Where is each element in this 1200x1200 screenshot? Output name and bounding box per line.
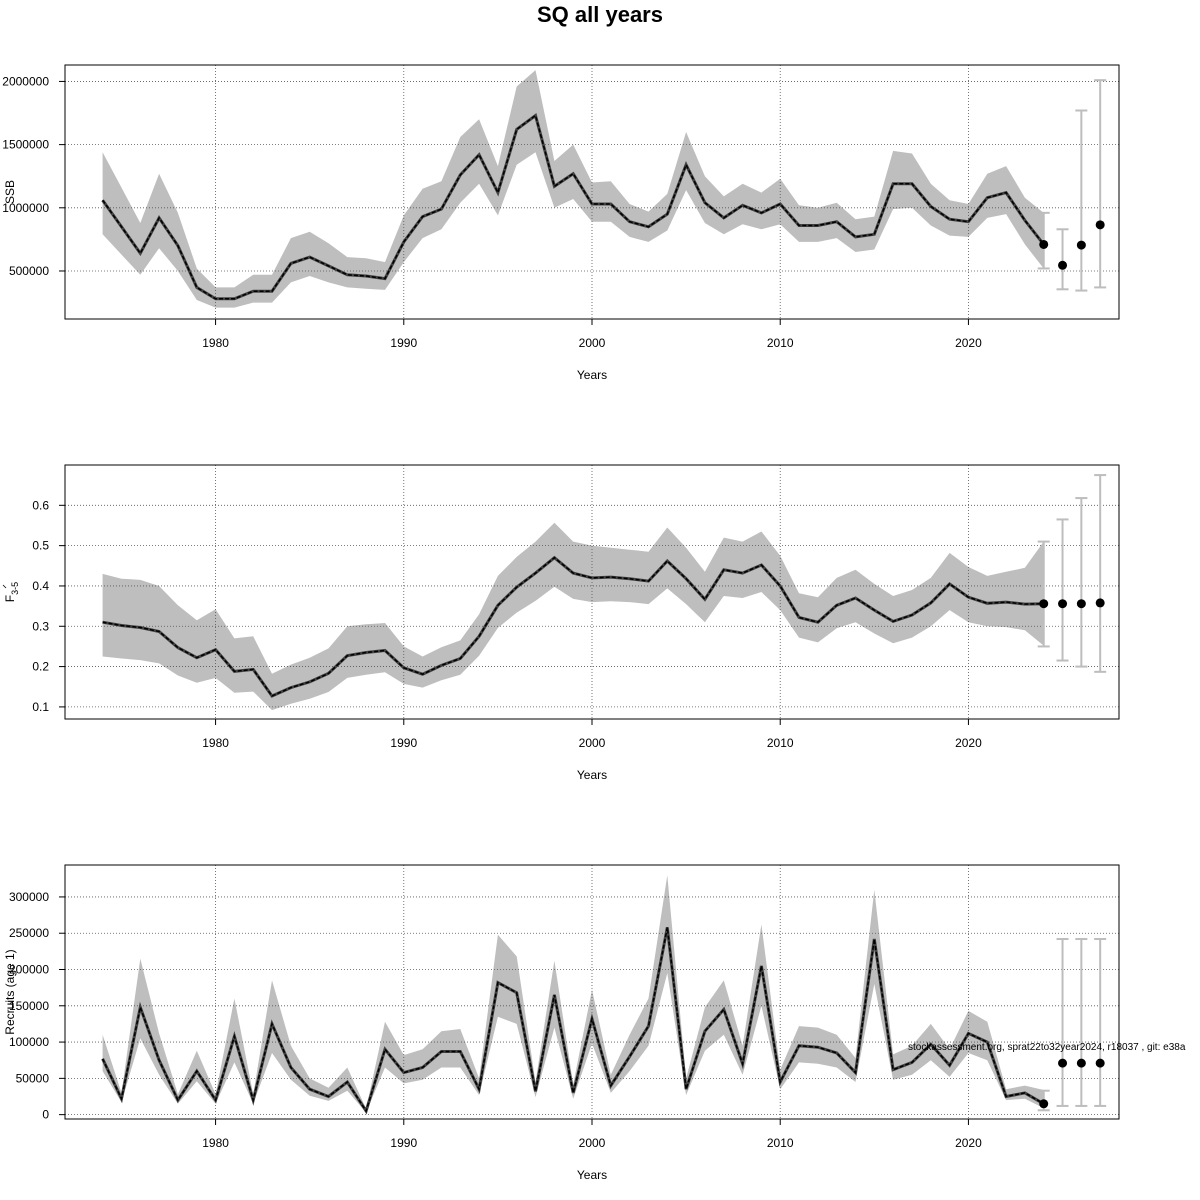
y-tick-label: 50000 xyxy=(16,1071,50,1085)
y-tick-label: 0 xyxy=(42,1108,49,1122)
forecast-point xyxy=(1095,220,1105,230)
chart-title: SQ all years xyxy=(537,2,663,27)
x-tick-label: 2000 xyxy=(579,1136,606,1150)
forecast-point xyxy=(1039,599,1049,609)
x-tick-label: 2000 xyxy=(579,336,606,350)
forecast-point xyxy=(1039,239,1049,249)
ssb-panel: 1980 1990 2000 2010 2020 500000 1000000 1500000… xyxy=(2,64,1120,382)
y-tick-label: 100000 xyxy=(9,1035,49,1049)
forecast-point xyxy=(1058,260,1068,270)
x-tick-label: 1980 xyxy=(202,736,229,750)
y-axis-title: Recruits (age 1) xyxy=(3,949,17,1034)
fishing-mortality-panel: 1980 1990 2000 2010 2020 0.1 0.2 0.3 0.4 0.5 0.6 Ye… xyxy=(2,464,1120,782)
y-tick-label: 0.5 xyxy=(32,539,49,553)
forecast-point xyxy=(1095,1058,1105,1068)
x-tick-label: 2010 xyxy=(767,736,794,750)
confidence-band xyxy=(102,522,1044,711)
y-tick-label: 250000 xyxy=(9,926,49,940)
y-tick-label: 150000 xyxy=(9,999,49,1013)
y-tick-label: 0.4 xyxy=(32,579,49,593)
estimate-line xyxy=(101,927,1045,1113)
y-axis-title: F3-5 xyxy=(3,582,20,602)
forecast-point xyxy=(1039,1099,1049,1109)
x-axis-title: Years xyxy=(577,768,607,782)
y-tick-label: 200000 xyxy=(9,963,49,977)
x-tick-label: 1980 xyxy=(202,336,229,350)
x-axis-title: Years xyxy=(577,1168,607,1182)
estimate-line-halo xyxy=(101,927,1045,1115)
y-tick-label: 0.6 xyxy=(32,498,49,512)
x-tick-label: 2020 xyxy=(955,1136,982,1150)
x-tick-label: 2010 xyxy=(767,1136,794,1150)
forecast-point xyxy=(1058,599,1068,609)
y-tick-label: 1000000 xyxy=(2,201,49,215)
y-tick-label: 0.2 xyxy=(32,660,49,674)
x-tick-label: 1980 xyxy=(202,1136,229,1150)
y-tick-label: 2000000 xyxy=(2,74,49,88)
y-tick-label: 1500000 xyxy=(2,138,49,152)
x-tick-label: 1990 xyxy=(390,1136,417,1150)
forecast-point xyxy=(1076,599,1086,609)
estimate-line xyxy=(102,556,1044,697)
confidence-band xyxy=(102,70,1044,308)
x-tick-label: 2000 xyxy=(579,736,606,750)
forecast-point xyxy=(1076,240,1086,250)
y-tick-label: 300000 xyxy=(9,890,49,904)
confidence-band xyxy=(102,875,1044,1113)
f-bar-mark xyxy=(2,584,7,589)
recruitment-panel: 1980 1990 2000 2010 2020 0 50000 100000 150000 20… xyxy=(3,864,1120,1182)
x-tick-label: 2020 xyxy=(955,736,982,750)
x-tick-label: 2010 xyxy=(767,336,794,350)
y-tick-label: 0.3 xyxy=(32,619,49,633)
footnote: stockassessment.org, sprat22to32year2024… xyxy=(908,1042,1186,1053)
y-tick-label: 500000 xyxy=(9,264,49,278)
x-tick-label: 1990 xyxy=(390,736,417,750)
forecast-point xyxy=(1095,598,1105,608)
y-axis-title: SSB xyxy=(3,180,17,204)
x-axis-title: Years xyxy=(577,368,607,382)
y-tick-label: 0.1 xyxy=(32,700,49,714)
estimate-line-halo xyxy=(101,112,1045,301)
x-tick-label: 2020 xyxy=(955,336,982,350)
forecast-point xyxy=(1058,1058,1068,1068)
forecast-point xyxy=(1076,1058,1086,1068)
x-tick-label: 1990 xyxy=(390,336,417,350)
